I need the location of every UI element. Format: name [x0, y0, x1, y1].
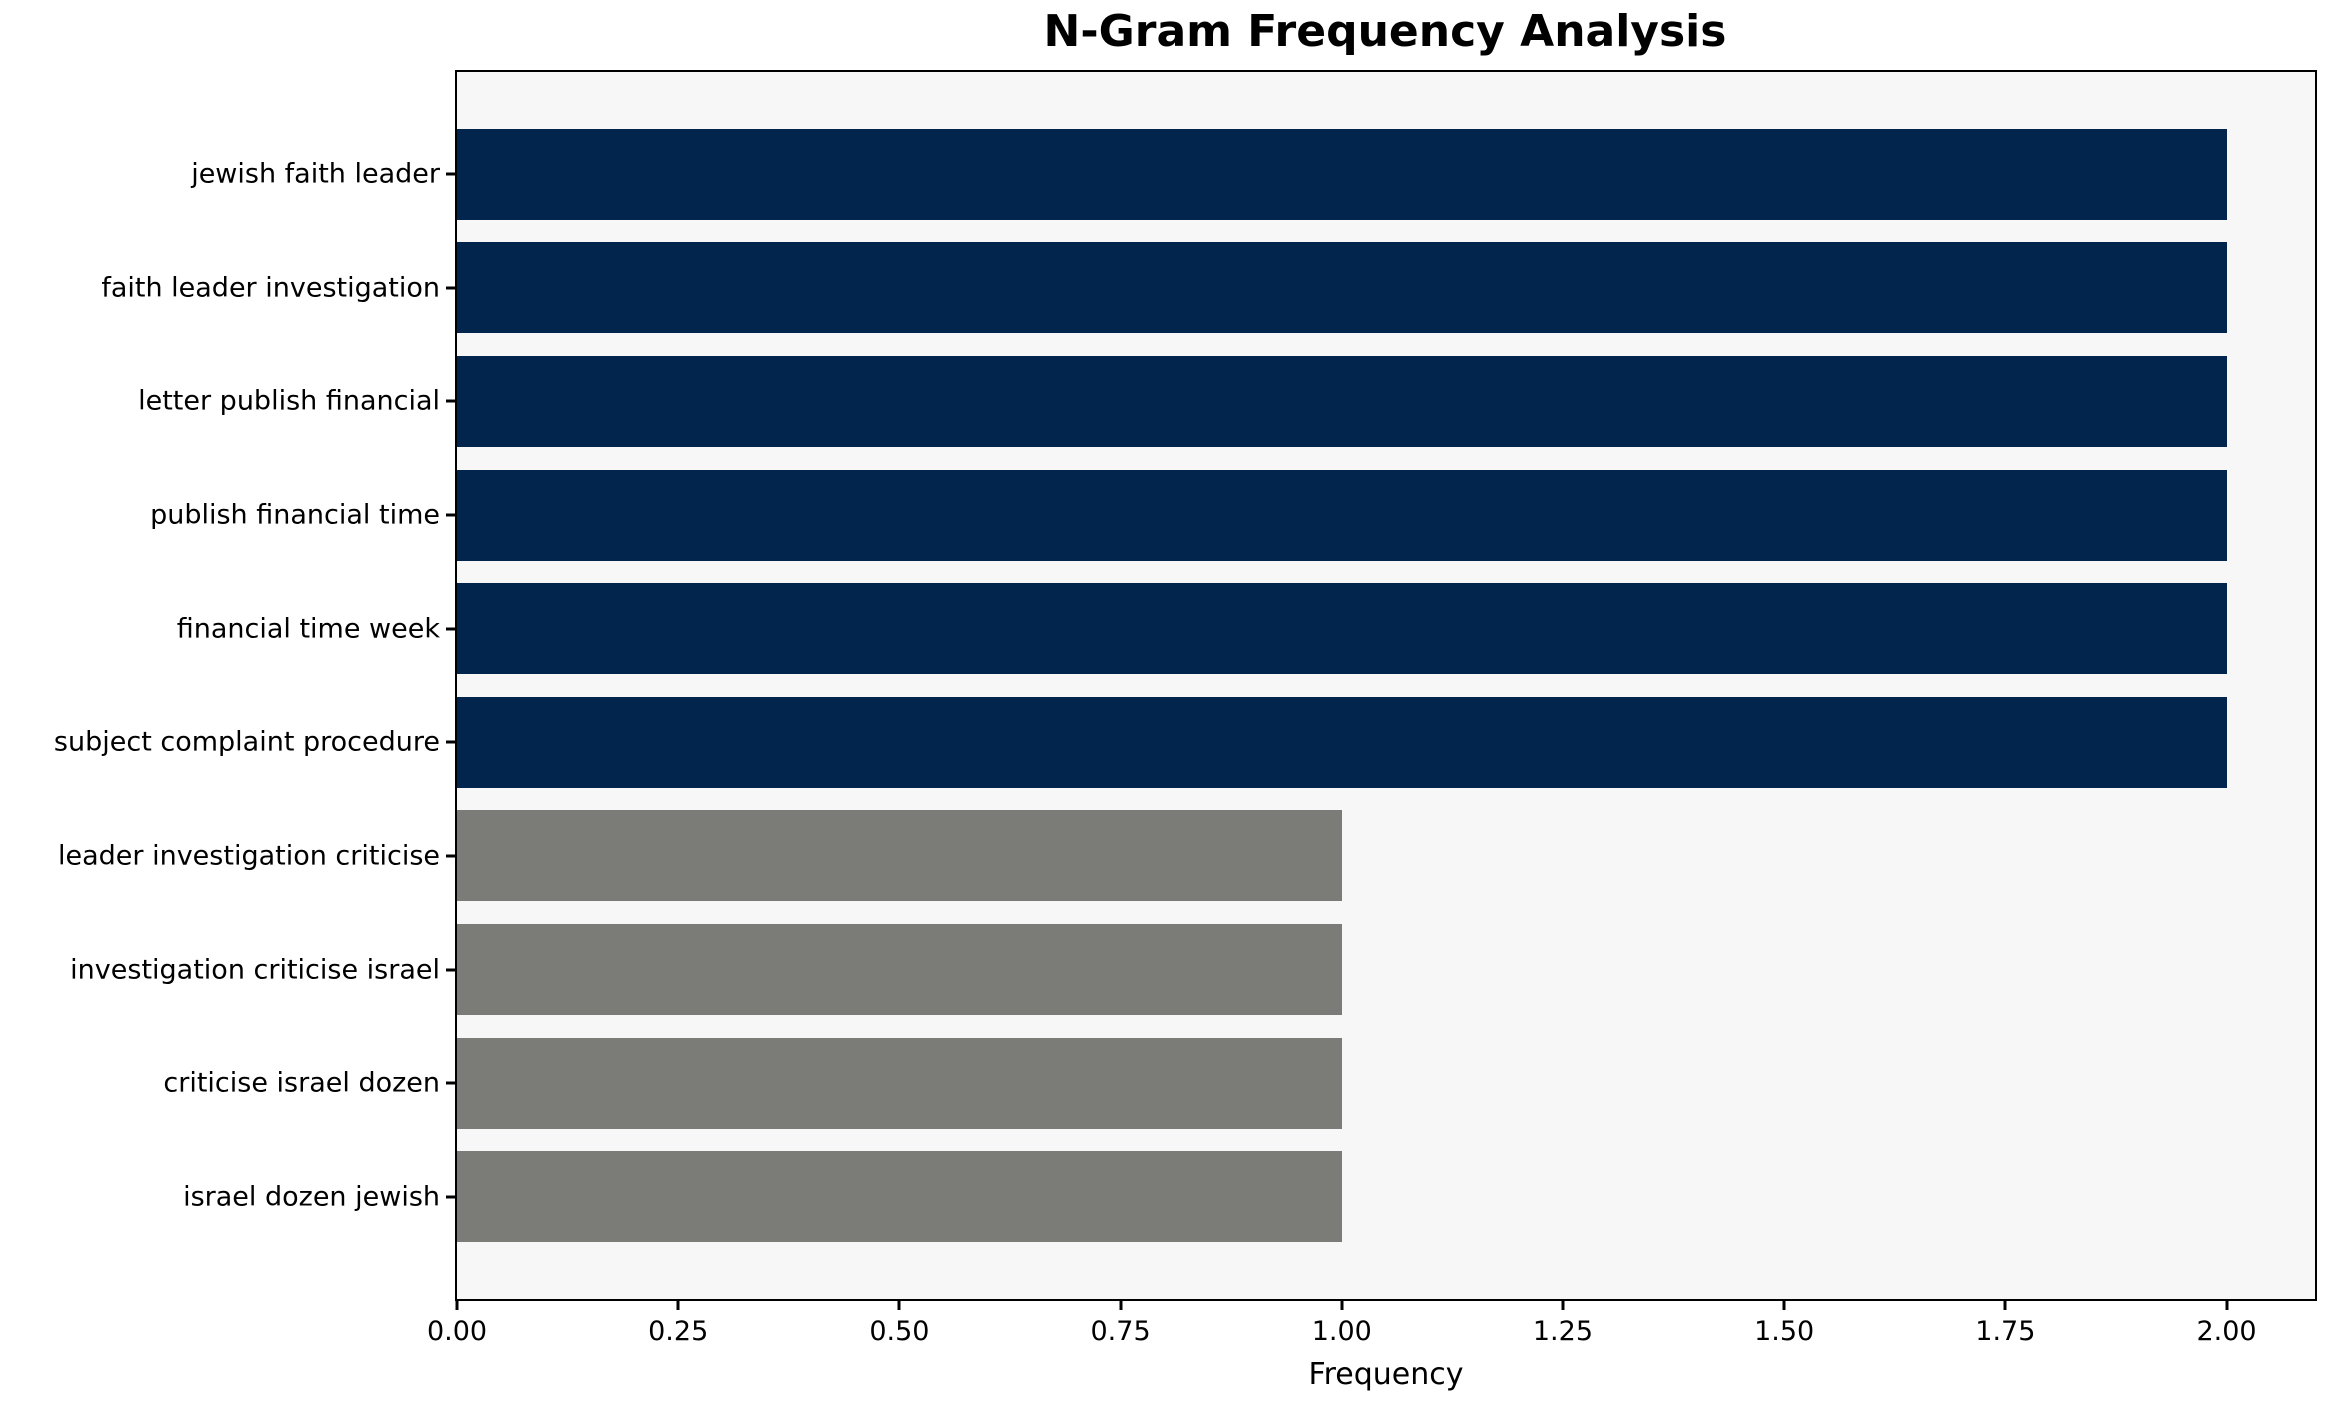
y-tick-mark: [446, 854, 457, 858]
x-tick-label: 0.50: [869, 1316, 930, 1347]
bar: [457, 1037, 1342, 1129]
x-tick-label: 1.75: [1975, 1316, 2036, 1347]
x-tick-label: 0.00: [426, 1316, 488, 1347]
y-tick-mark: [446, 1195, 457, 1199]
plot-area: Frequency jewish faith leader faith leade…: [54, 70, 2317, 1392]
y-tick-label: israel dozen jewish: [183, 1181, 440, 1213]
x-tick-mark: [1340, 1299, 1344, 1310]
y-tick-mark: [446, 740, 457, 744]
bar: [457, 469, 2227, 561]
x-axis-label: Frequency: [1308, 1357, 1464, 1392]
bar: [457, 242, 2227, 334]
x-tick-label: 1.50: [1754, 1316, 1815, 1347]
x-tick-mark: [1119, 1299, 1123, 1310]
bar: [457, 583, 2227, 675]
x-tick-mark: [676, 1299, 680, 1310]
y-tick-mark: [446, 399, 457, 403]
y-tick-label: criticise israel dozen: [163, 1067, 440, 1099]
y-tick-label: letter publish financial: [138, 385, 440, 417]
x-tick-label: 1.00: [1311, 1316, 1372, 1347]
y-tick-label: faith leader investigation: [101, 272, 440, 304]
bar: [457, 810, 1342, 902]
y-tick-label: leader investigation criticise: [58, 840, 440, 872]
bar: [457, 924, 1342, 1015]
y-tick-mark: [446, 627, 457, 631]
x-tick-mark: [897, 1299, 901, 1310]
x-tick-label: 0.25: [648, 1316, 709, 1347]
bar: [457, 356, 2227, 447]
bar: [457, 128, 2227, 220]
y-tick-label: subject complaint procedure: [53, 726, 440, 758]
y-tick-label: jewish faith leader: [191, 158, 440, 190]
y-tick-label: investigation criticise israel: [70, 954, 440, 986]
chart-title: N-Gram Frequency Analysis: [1043, 6, 1727, 57]
bar: [457, 696, 2227, 788]
y-tick-label: publish financial time: [150, 499, 440, 531]
y-tick-label: financial time week: [176, 613, 440, 645]
x-tick-mark: [2225, 1299, 2229, 1310]
x-tick-mark: [455, 1299, 459, 1310]
x-tick-label: 1.25: [1532, 1316, 1593, 1347]
bar: [457, 1151, 1342, 1243]
y-tick-mark: [446, 513, 457, 517]
y-tick-mark: [446, 286, 457, 290]
y-tick-mark: [446, 1081, 457, 1085]
x-tick-label: 2.00: [2196, 1316, 2257, 1347]
y-tick-mark: [446, 172, 457, 176]
x-tick-mark: [1782, 1299, 1786, 1310]
x-tick-mark: [2003, 1299, 2007, 1310]
x-tick-mark: [1561, 1299, 1565, 1310]
y-tick-mark: [446, 968, 457, 972]
x-tick-label: 0.75: [1090, 1316, 1151, 1347]
